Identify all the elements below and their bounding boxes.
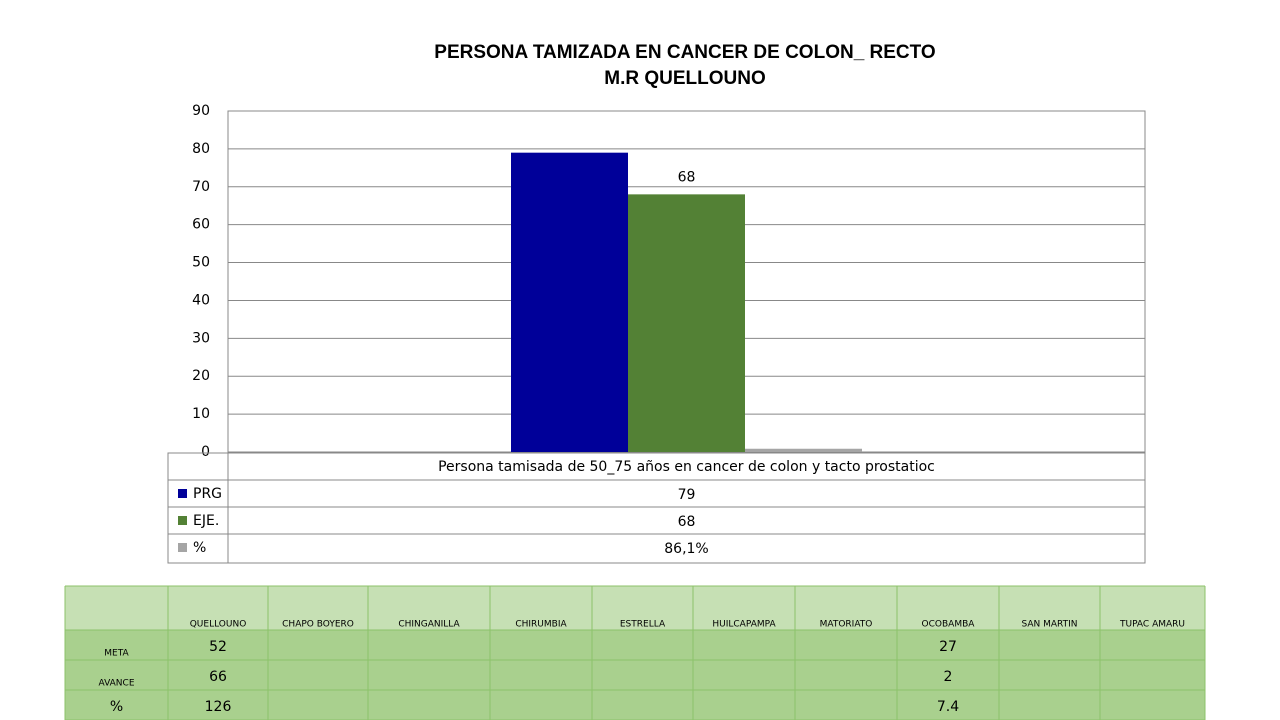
y-tick-label: 60 bbox=[192, 217, 210, 233]
table-cell: 7.4 bbox=[937, 699, 959, 715]
x-tick-label: Persona tamisada de 50_75 años en cancer… bbox=[438, 459, 935, 475]
table-cell: 52 bbox=[209, 639, 227, 655]
table-header: CHIRUMBIA bbox=[515, 620, 567, 630]
data-table-value: 86,1% bbox=[664, 541, 708, 557]
table-header: CHAPO BOYERO bbox=[282, 620, 354, 630]
legend-key bbox=[178, 543, 187, 552]
table-header: SAN MARTIN bbox=[1021, 620, 1077, 630]
table-body-bg bbox=[65, 630, 1205, 720]
y-tick-label: 90 bbox=[192, 103, 210, 119]
table-cell: 2 bbox=[944, 669, 953, 685]
y-tick-label: 70 bbox=[192, 179, 210, 195]
table-header: HUILCAPAMPA bbox=[712, 620, 776, 630]
table-cell: 126 bbox=[205, 699, 232, 715]
table-row-label: AVANCE bbox=[98, 679, 134, 689]
table-row-label: % bbox=[110, 699, 123, 715]
table-header: TUPAC AMARU bbox=[1119, 620, 1185, 630]
y-tick-label: 80 bbox=[192, 141, 210, 157]
table-header: QUELLOUNO bbox=[190, 620, 247, 630]
legend-label: % bbox=[193, 540, 206, 556]
table-header: MATORIATO bbox=[820, 620, 873, 630]
y-tick-label: 20 bbox=[192, 368, 210, 384]
data-table bbox=[167, 452, 1146, 564]
table-header-bg bbox=[65, 586, 1205, 630]
table-cell: 27 bbox=[939, 639, 957, 655]
table-header: ESTRELLA bbox=[620, 620, 666, 630]
chart-title: PERSONA TAMIZADA EN CANCER DE COLON_ REC… bbox=[434, 42, 935, 63]
legend-key bbox=[178, 489, 187, 498]
y-tick-label: 40 bbox=[192, 292, 210, 308]
bar bbox=[628, 194, 745, 452]
table-row-label: META bbox=[104, 649, 129, 659]
chart-subtitle: M.R QUELLOUNO bbox=[604, 68, 766, 89]
data-table-value: 79 bbox=[678, 487, 696, 503]
y-tick-label: 50 bbox=[192, 255, 210, 271]
y-tick-label: 30 bbox=[192, 330, 210, 346]
legend-label: PRG bbox=[193, 486, 222, 502]
table-header: CHINGANILLA bbox=[398, 620, 460, 630]
y-tick-label: 10 bbox=[192, 406, 210, 422]
data-label: 68 bbox=[678, 169, 696, 185]
table-header: OCOBAMBA bbox=[922, 620, 976, 630]
bar bbox=[745, 448, 862, 452]
legend-key bbox=[178, 516, 187, 525]
bar bbox=[511, 152, 628, 452]
y-tick-label: 0 bbox=[201, 444, 210, 460]
table-cell: 66 bbox=[209, 669, 227, 685]
data-table-value: 68 bbox=[678, 514, 696, 530]
legend-label: EJE. bbox=[193, 513, 219, 529]
